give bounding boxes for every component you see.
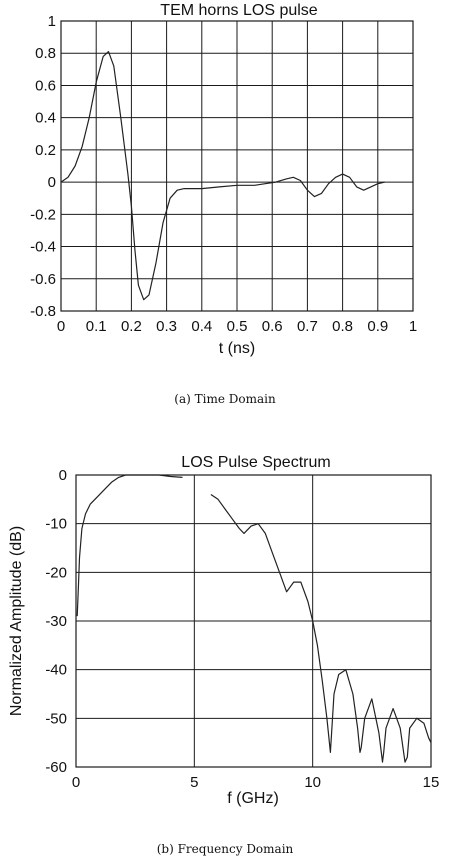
x-tick-label: 0.7	[297, 318, 318, 335]
x-tick-label: 5	[190, 774, 198, 791]
chart-title: LOS Pulse Spectrum	[181, 454, 330, 471]
y-tick-label: 0.2	[35, 142, 56, 159]
plot-frame	[75, 474, 432, 768]
x-axis-label: f (GHz)	[227, 790, 279, 807]
x-tick-label: 0.4	[191, 318, 212, 335]
x-tick-label: 15	[423, 774, 440, 791]
x-tick-label: 10	[304, 774, 321, 791]
y-tick-label: -10	[45, 516, 67, 533]
frequency-domain-chart: LOS Pulse Spectrum 0 -10 -20 -30 -40 -50 -60 0…	[8, 454, 439, 856]
y-tick-label: -40	[45, 662, 67, 679]
y-tick-label: -0.4	[30, 239, 56, 256]
time-domain-chart: TEM horns LOS pulse 1 0.8 0.6 0.4 0.2 0 -0.2 -0…	[30, 2, 417, 406]
x-tick-label: 0.1	[86, 318, 107, 335]
x-axis-ticks: 0 0.1 0.2 0.3 0.4 0.5 0.6 0.7 0.8 0.9 1	[57, 318, 417, 335]
y-tick-label: -60	[45, 759, 67, 776]
y-tick-label: 0.6	[35, 77, 56, 94]
x-tick-label: 0	[72, 774, 80, 791]
plot-frame	[60, 20, 414, 312]
y-tick-label: 0.8	[35, 45, 56, 62]
x-axis-label: t (ns)	[219, 340, 255, 357]
x-tick-label: 0.3	[156, 318, 177, 335]
y-axis-ticks: 0 -10 -20 -30 -40 -50 -60	[45, 467, 67, 776]
x-axis-ticks: 0 5 10 15	[72, 774, 440, 791]
y-tick-label: -0.2	[30, 206, 56, 223]
y-axis-ticks: 1 0.8 0.6 0.4 0.2 0 -0.2 -0.4 -0.6 -0.8	[30, 13, 56, 320]
x-tick-label: 0.5	[227, 318, 248, 335]
x-tick-label: 0.2	[121, 318, 142, 335]
x-tick-label: 1	[409, 318, 417, 335]
y-tick-label: -0.6	[30, 271, 56, 288]
x-tick-label: 0.6	[262, 318, 283, 335]
y-tick-label: 1	[48, 13, 56, 30]
x-tick-label: 0.9	[367, 318, 388, 335]
y-tick-label: 0	[59, 467, 67, 484]
y-axis-label: Normalized Amplitude (dB)	[8, 526, 25, 716]
chart-title: TEM horns LOS pulse	[160, 2, 318, 19]
series-line	[60, 51, 385, 301]
y-tick-label: 0	[48, 174, 56, 191]
series-line	[76, 474, 432, 763]
y-tick-label: -30	[45, 613, 67, 630]
x-tick-label: 0	[57, 318, 65, 335]
y-tick-label: -50	[45, 710, 67, 727]
figure-caption: (a) Time Domain	[174, 392, 276, 406]
figure-caption: (b) Frequency Domain	[157, 842, 294, 856]
grid	[75, 474, 432, 768]
y-tick-label: -0.8	[30, 303, 56, 320]
x-tick-label: 0.8	[332, 318, 353, 335]
y-tick-label: -20	[45, 564, 67, 581]
y-tick-label: 0.4	[35, 110, 56, 127]
